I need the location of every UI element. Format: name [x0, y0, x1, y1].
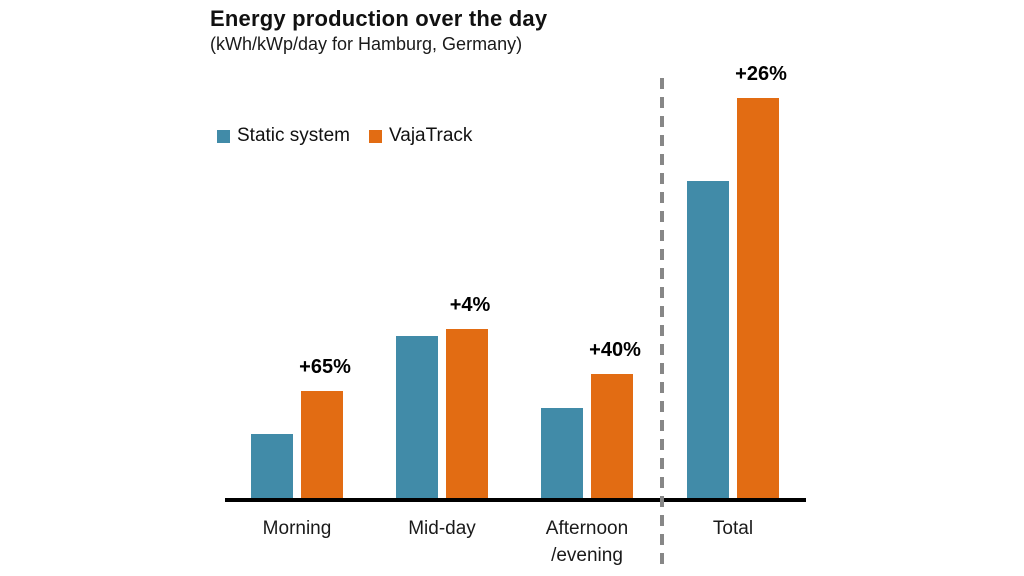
category-label: Afternoon /evening [545, 518, 629, 566]
bar-static-system-1 [251, 434, 293, 498]
bar-static-system-2 [396, 336, 438, 498]
chart-subtitle: (kWh/kWp/day for Hamburg, Germany) [210, 34, 523, 54]
category-label: Total [712, 518, 754, 539]
legend: Static system VajaTrack [217, 125, 472, 147]
category-label: Mid-day [408, 518, 476, 539]
pct-gain-label: +65% [299, 356, 351, 378]
bar-static-system-4 [687, 181, 729, 498]
x-axis-line [225, 498, 806, 502]
pct-gain-label: +40% [589, 339, 641, 361]
bar-vajatrack-3 [591, 374, 633, 498]
legend-item-static-system: Static system [217, 125, 350, 147]
pct-gain-label: +4% [449, 294, 491, 316]
total-separator-dashed-line [660, 78, 664, 567]
legend-swatch-icon [368, 129, 382, 143]
bar-vajatrack-4 [737, 98, 779, 498]
legend-label: Static system [237, 125, 350, 146]
chart-title: Energy production over the day [210, 6, 548, 31]
legend-label: VajaTrack [388, 125, 473, 146]
legend-swatch-icon [217, 129, 230, 143]
bar-vajatrack-2 [446, 329, 488, 498]
bar-static-system-3 [541, 408, 583, 498]
legend-item-vajatrack: VajaTrack [368, 125, 473, 147]
bar-vajatrack-1 [301, 391, 343, 498]
category-label: Morning [262, 518, 332, 539]
pct-gain-label: +26% [735, 63, 787, 85]
